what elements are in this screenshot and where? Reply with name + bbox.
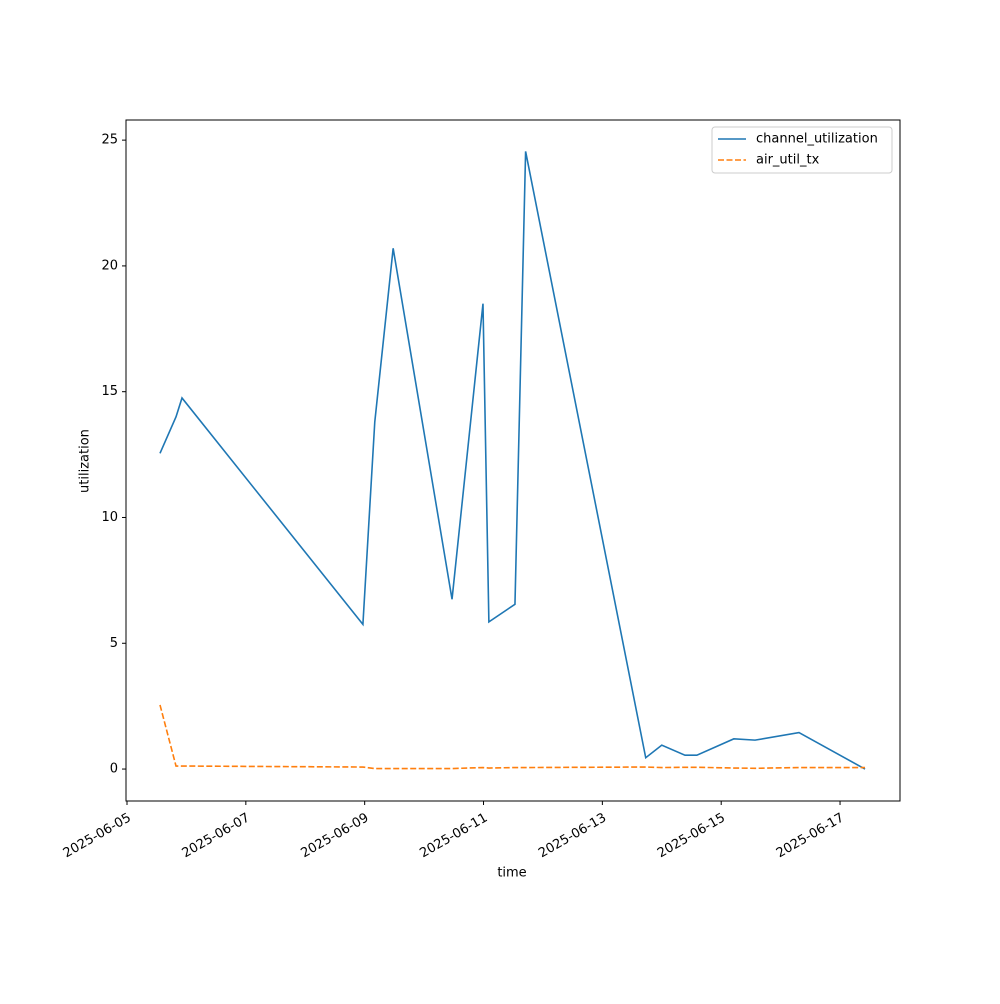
x-tick-label: 2025-06-05 [61,811,134,862]
series-line [159,151,866,770]
legend-box [711,126,893,174]
y-tick-label: 25 [101,133,118,148]
y-tick-label: 10 [101,510,118,525]
x-tick-label: 2025-06-09 [298,811,371,862]
y-tick-label: 5 [110,636,118,651]
y-axis-label: utilization [78,429,93,493]
legend-label: channel_utilization [756,132,878,147]
y-tick-label: 20 [101,258,118,273]
series-line [159,704,866,770]
x-axis-label: time [497,866,526,881]
y-tick-label: 0 [110,762,118,777]
x-tick-label: 2025-06-15 [655,811,728,862]
y-tick-label: 15 [101,384,118,399]
legend-label: air_util_tx [756,153,820,168]
x-tick-label: 2025-06-11 [417,811,490,862]
x-tick-label: 2025-06-13 [536,811,609,862]
x-tick-label: 2025-06-17 [774,811,847,862]
x-tick-label: 2025-06-07 [180,811,253,862]
plot-frame [125,119,901,802]
